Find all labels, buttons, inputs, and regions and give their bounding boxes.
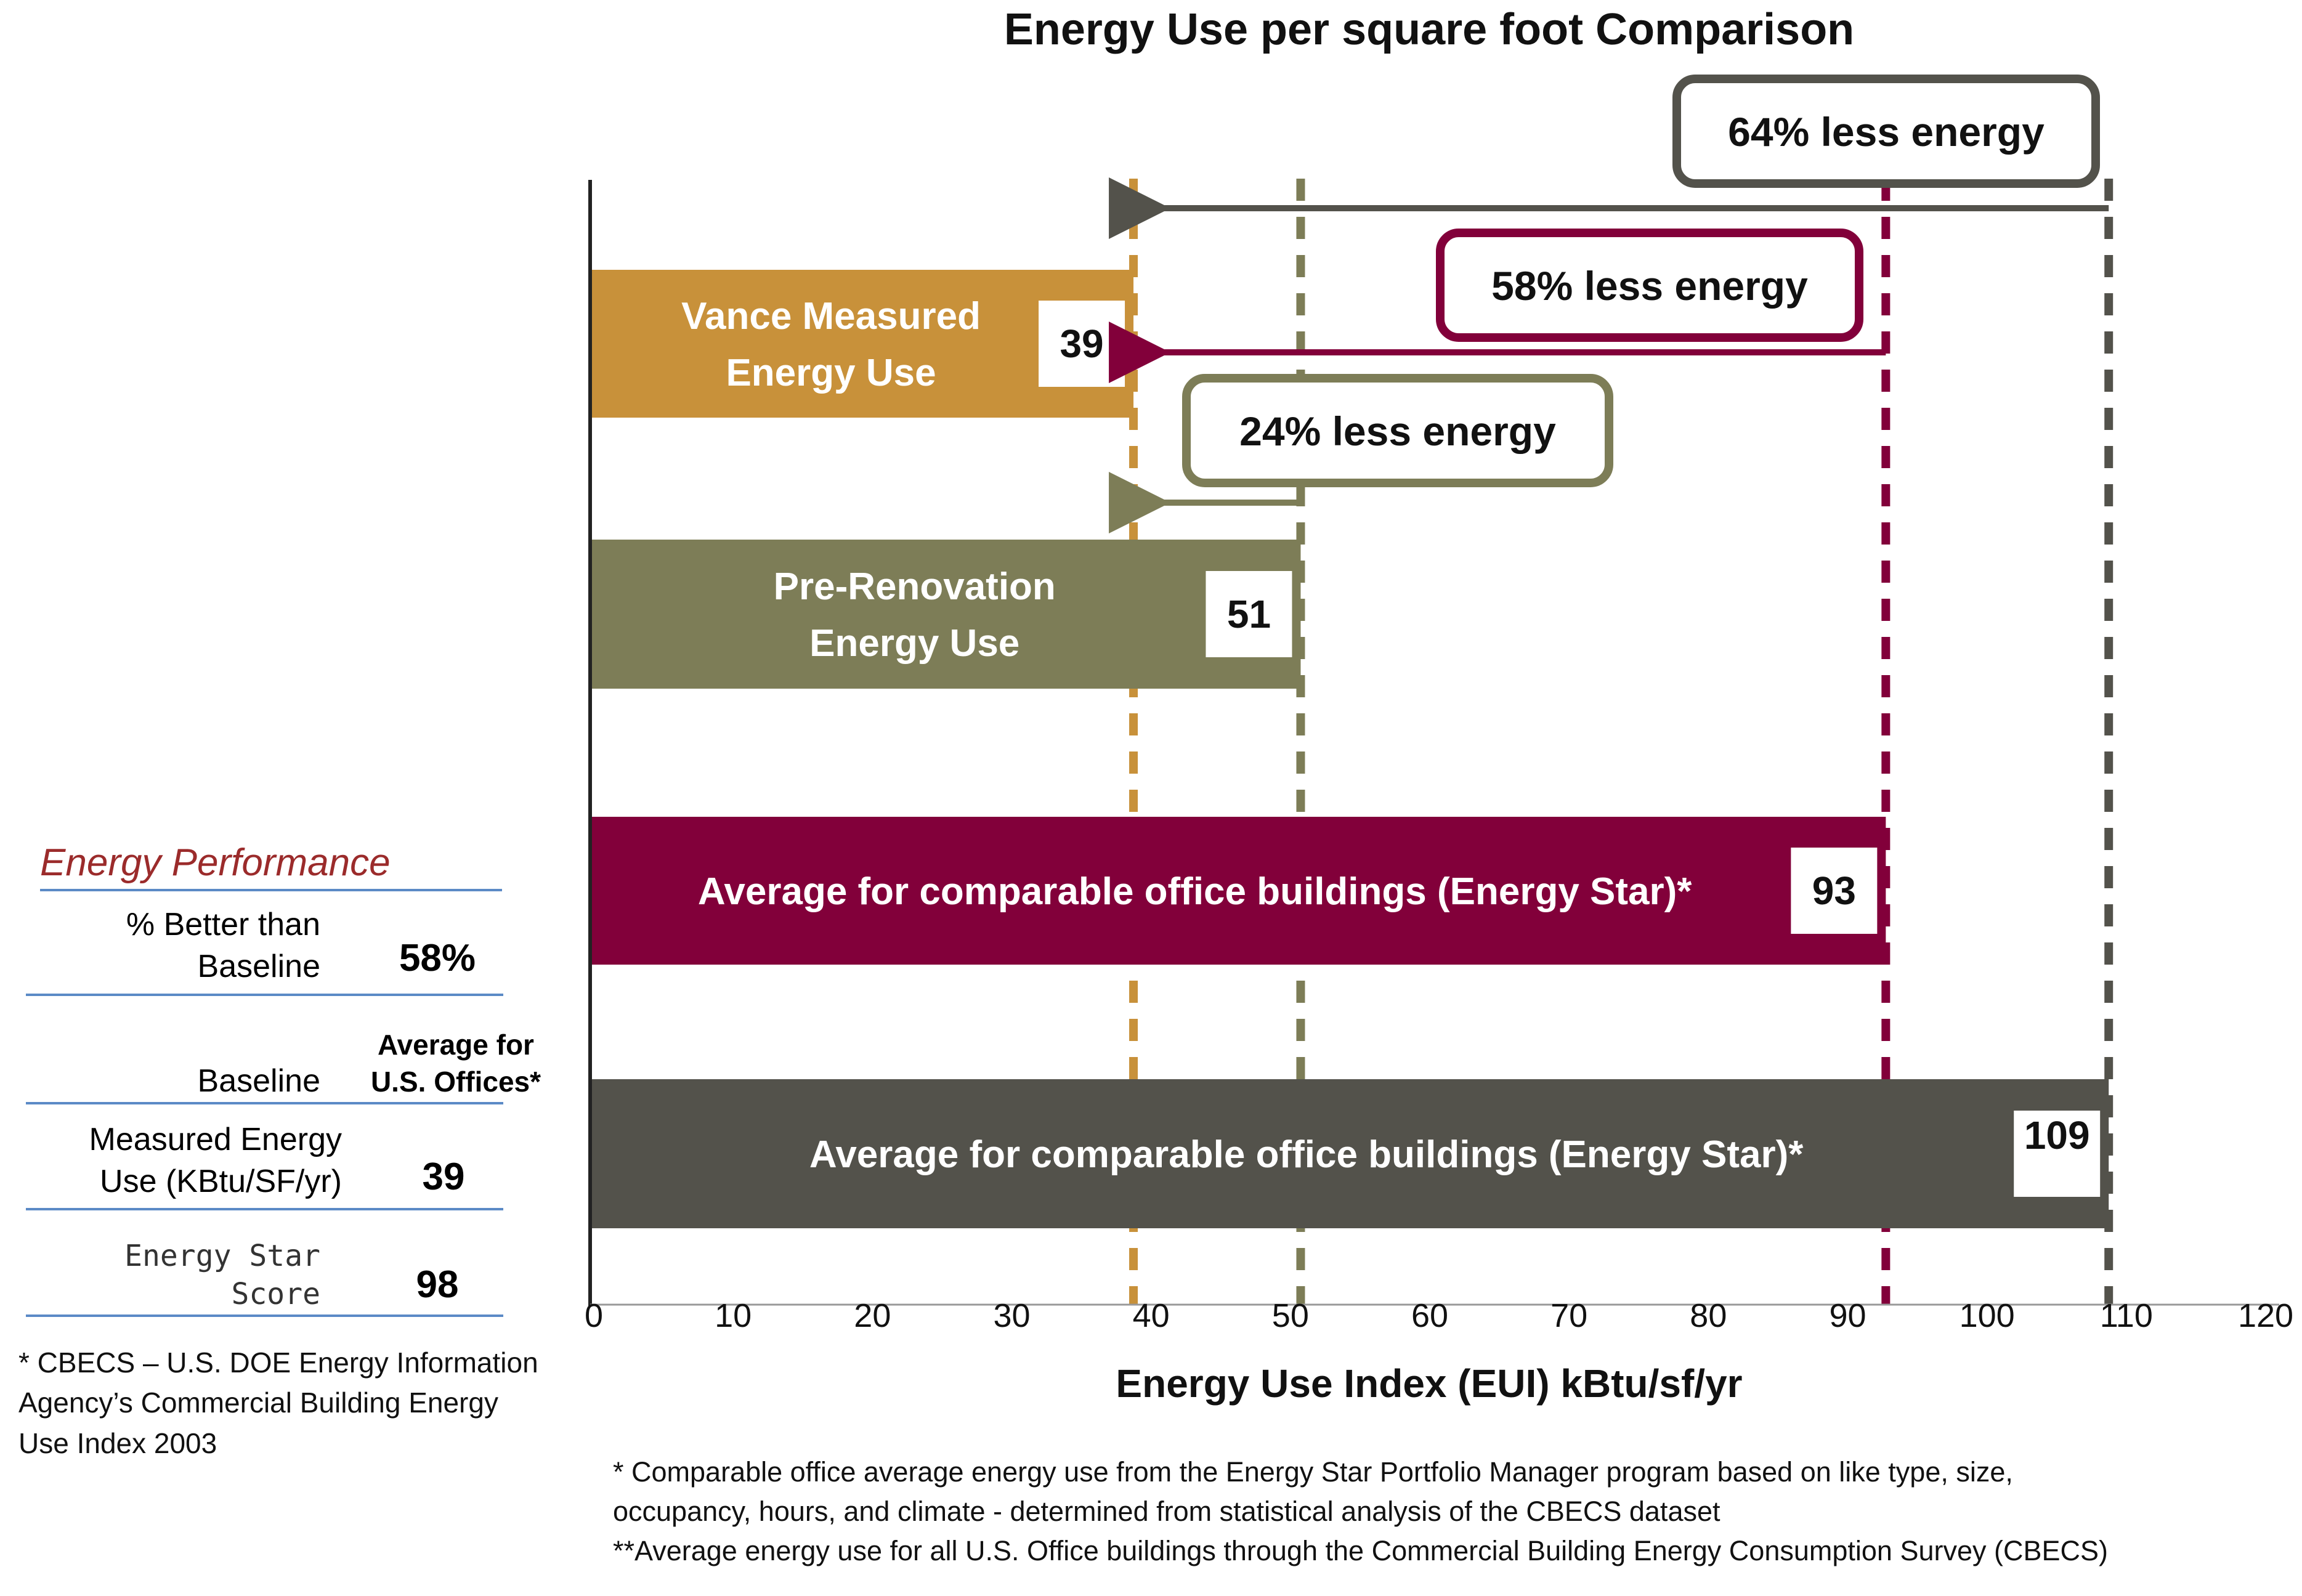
bar-category-label: Energy Use xyxy=(726,352,936,394)
performance-divider xyxy=(26,1102,503,1104)
reduction-callout-label: 58% less energy xyxy=(1491,263,1808,309)
x-tick-label: 120 xyxy=(2238,1297,2293,1334)
bar-value-box xyxy=(1206,571,1292,657)
footnotes: * Comparable office average energy use f… xyxy=(613,1452,2288,1571)
measured-label-line-2: Use (KBtu/SF/yr) xyxy=(100,1163,342,1199)
x-tick-label: 80 xyxy=(1690,1297,1727,1334)
bar xyxy=(590,540,1301,689)
reduction-callout-box xyxy=(1672,75,2100,188)
x-tick-label: 90 xyxy=(1829,1297,1866,1334)
cbecs-note-line-1: * CBECS – U.S. DOE Energy Information xyxy=(18,1347,538,1379)
baseline-value: Average for U.S. Offices* xyxy=(345,1027,567,1101)
better-value: 58% xyxy=(399,937,476,979)
measured-label-line-1: Measured Energy xyxy=(89,1122,342,1157)
x-tick-label: 0 xyxy=(585,1297,603,1334)
x-tick-label: 30 xyxy=(993,1297,1030,1334)
chart-title: Energy Use per square foot Comparison xyxy=(1004,5,1854,54)
x-tick-label: 60 xyxy=(1411,1297,1448,1334)
bar xyxy=(590,817,1886,965)
performance-title: Energy Performance xyxy=(40,841,391,884)
x-tick-label: 10 xyxy=(715,1297,752,1334)
performance-divider xyxy=(26,994,503,996)
callouts: 64% less energy 58% less energy 24% less e… xyxy=(1109,75,2109,533)
bar-value-label: 109 xyxy=(2024,1113,2090,1157)
cbecs-note-line-3: Use Index 2003 xyxy=(18,1427,217,1459)
bar-category-label: Average for comparable office buildings … xyxy=(698,870,1692,913)
reduction-callout-box xyxy=(1436,229,1863,342)
bar-category-label: Vance Measured xyxy=(681,295,981,338)
x-tick-label: 70 xyxy=(1550,1297,1587,1334)
bar xyxy=(590,1079,2109,1228)
performance-divider xyxy=(26,1208,503,1210)
baseline-label: Baseline xyxy=(197,1063,320,1099)
bar-value-label: 93 xyxy=(1812,869,1856,913)
reduction-callout-label: 64% less energy xyxy=(1728,109,2045,155)
bar-value-box xyxy=(1791,848,1878,934)
reduction-callout-label: 24% less energy xyxy=(1239,408,1556,454)
measured-label: Measured Energy Use (KBtu/SF/yr) xyxy=(25,1119,342,1202)
x-tick-label: 20 xyxy=(854,1297,891,1334)
x-axis-ticks: 0 10 20 30 40 50 60 70 80 90 100 110 120 xyxy=(585,1297,2293,1334)
baseline-value-line-1: Average for xyxy=(378,1029,534,1061)
measured-value: 39 xyxy=(422,1156,465,1198)
bar-category-label: Average for comparable office buildings … xyxy=(809,1133,1804,1176)
reduction-callout-box xyxy=(1182,374,1613,487)
x-tick-label: 110 xyxy=(2100,1297,2153,1334)
x-tick-label: 100 xyxy=(1960,1297,2015,1334)
bar-value-box xyxy=(2014,1111,2101,1197)
bar-category-label: Energy Use xyxy=(809,622,1019,665)
score-label: Energy Star Score xyxy=(37,1237,320,1314)
bar-category-label: Pre-Renovation xyxy=(774,565,1056,608)
bar-value-label: 39 xyxy=(1060,322,1103,366)
baseline-value-line-2: U.S. Offices* xyxy=(370,1065,541,1098)
score-label-line-2: Score xyxy=(231,1277,321,1312)
footnote-line-1: * Comparable office average energy use f… xyxy=(613,1456,2013,1488)
footnote-line-2: occupancy, hours, and climate - determin… xyxy=(613,1495,1720,1527)
score-value: 98 xyxy=(416,1263,459,1306)
x-axis-label: Energy Use Index (EUI) kBtu/sf/yr xyxy=(1116,1361,1742,1406)
x-tick-label: 40 xyxy=(1133,1297,1170,1334)
bars: 39 Vance Measured Energy Use 51 Pre-Renovati… xyxy=(590,270,2109,1228)
x-tick-label: 50 xyxy=(1272,1297,1309,1334)
better-label: % Better than Baseline xyxy=(37,904,320,987)
footnote-line-3: **Average energy use for all U.S. Office… xyxy=(613,1534,2109,1566)
better-label-line-1: % Better than xyxy=(126,907,320,942)
cbecs-note: * CBECS – U.S. DOE Energy Information Ag… xyxy=(18,1343,573,1464)
performance-divider xyxy=(26,1314,503,1317)
bar-value-label: 51 xyxy=(1227,592,1271,636)
better-label-line-2: Baseline xyxy=(197,948,320,984)
cbecs-note-line-2: Agency’s Commercial Building Energy xyxy=(18,1387,498,1419)
performance-divider xyxy=(40,889,502,891)
score-label-line-1: Energy Star xyxy=(124,1239,320,1273)
